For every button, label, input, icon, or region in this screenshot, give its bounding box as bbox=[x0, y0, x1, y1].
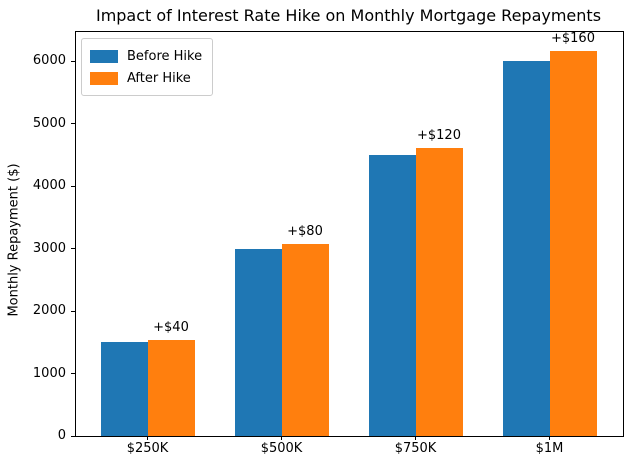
legend-item-after-hike: After Hike bbox=[90, 67, 202, 89]
y-tick-mark bbox=[71, 248, 75, 250]
y-tick-mark bbox=[71, 310, 75, 312]
bar-annotation: +$120 bbox=[417, 127, 461, 143]
y-tick-label: 4000 bbox=[32, 178, 66, 194]
legend-label: Before Hike bbox=[127, 48, 203, 64]
x-tick-mark bbox=[549, 436, 550, 440]
y-tick-mark bbox=[71, 123, 75, 125]
x-tick-label: $1M bbox=[535, 441, 564, 456]
x-tick-mark bbox=[415, 436, 416, 440]
bar-before-hike bbox=[368, 155, 416, 436]
bar-after-hike bbox=[147, 339, 195, 436]
y-tick-mark bbox=[71, 185, 75, 187]
bar-before-hike bbox=[100, 342, 148, 436]
x-tick-label: $250K bbox=[126, 441, 169, 456]
y-tick-label: 6000 bbox=[32, 53, 66, 69]
bar-annotation: +$80 bbox=[287, 223, 323, 239]
y-tick-label: 3000 bbox=[32, 240, 66, 256]
bar-after-hike bbox=[281, 243, 329, 436]
bar-before-hike bbox=[502, 61, 550, 436]
x-tick-label: $750K bbox=[394, 441, 437, 456]
y-tick-label: 5000 bbox=[32, 115, 66, 131]
bar-after-hike bbox=[549, 51, 597, 436]
before-hike-swatch bbox=[90, 49, 118, 63]
legend: Before Hike After Hike bbox=[81, 38, 214, 96]
bar-before-hike bbox=[234, 248, 282, 436]
legend-label: After Hike bbox=[127, 70, 191, 86]
y-tick-mark bbox=[71, 435, 75, 437]
chart-title: Impact of Interest Rate Hike on Monthly … bbox=[95, 6, 602, 25]
legend-item-before-hike: Before Hike bbox=[90, 45, 202, 67]
y-tick-mark bbox=[71, 373, 75, 375]
plot-area: Before Hike After Hike 0 1000 2000 3000 4000… bbox=[33, 31, 624, 456]
bar-annotation: +$160 bbox=[551, 31, 595, 47]
bar-annotation: +$40 bbox=[153, 319, 189, 335]
x-tick-mark bbox=[147, 436, 148, 440]
y-tick-mark bbox=[71, 60, 75, 62]
x-tick-label: $500K bbox=[260, 441, 303, 456]
y-tick-label: 1000 bbox=[32, 365, 66, 381]
x-tick-mark bbox=[281, 436, 282, 440]
after-hike-swatch bbox=[90, 71, 118, 85]
y-tick-label: 2000 bbox=[32, 303, 66, 319]
bar-after-hike bbox=[415, 147, 463, 436]
y-tick-label: 0 bbox=[57, 428, 66, 443]
